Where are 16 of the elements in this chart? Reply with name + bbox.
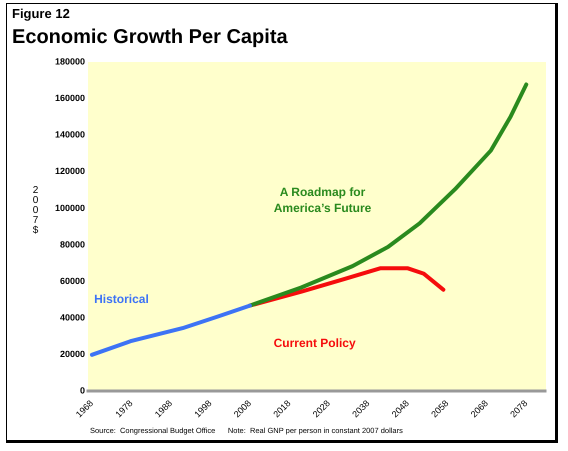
y-tick-label: 80000 — [60, 239, 85, 250]
text: A Roadmap for America’s Future — [274, 185, 372, 216]
y-tick-label: 20000 — [60, 349, 85, 360]
chart-subtitle: Figure 12 — [12, 6, 70, 21]
y-tick-label: 160000 — [54, 93, 85, 104]
y-tick-label: 100000 — [54, 202, 85, 213]
y-axis-title: 2007$ — [30, 185, 41, 235]
text: Historical — [94, 292, 149, 306]
y-tick-label: 0 — [80, 386, 85, 396]
chart-title: Economic Growth Per Capita — [12, 26, 288, 49]
y-tick-label: 60000 — [60, 276, 85, 286]
y-tick-label: 140000 — [54, 130, 85, 140]
text: Current Policy — [274, 336, 356, 350]
y-tick-label: 180000 — [54, 56, 85, 66]
y-tick-label: 120000 — [54, 166, 85, 176]
y-tick-label: 40000 — [60, 312, 85, 323]
